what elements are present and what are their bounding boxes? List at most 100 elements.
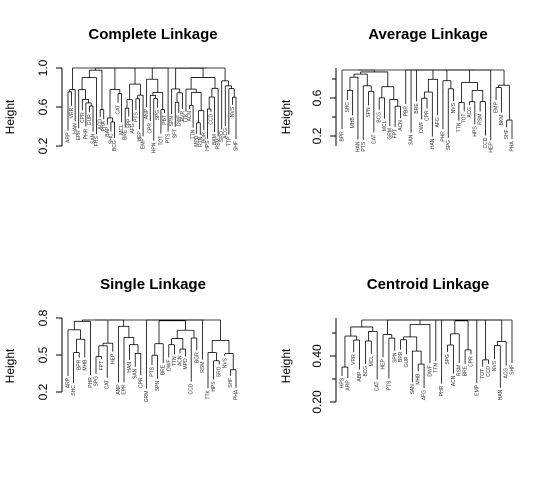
leaf-label: SPN <box>366 107 372 118</box>
leaf-label: CCD <box>486 366 492 377</box>
leaf-label: TTN <box>191 129 197 139</box>
leaf-label: HPS <box>211 381 217 392</box>
leaf-label: ARP <box>345 380 351 391</box>
y-axis-label: Height <box>3 348 17 383</box>
leaf-label: SHF <box>504 129 510 139</box>
leaf-label: PTS <box>386 380 392 390</box>
leaf-label: SHF <box>510 365 516 375</box>
leaf-label: NVS <box>451 102 457 113</box>
leaf-label: FPT <box>99 361 105 370</box>
leaf-label: ACN <box>451 375 457 386</box>
leaf-label: TTN <box>433 363 439 373</box>
leaf-label: DWF <box>176 115 182 126</box>
leaf-label: ABP <box>357 371 363 382</box>
leaf-label: SPG <box>155 110 161 121</box>
leaf-label: NVS <box>492 360 498 371</box>
leaf-label: RSM <box>478 114 484 125</box>
leaf-label: SPG <box>94 376 100 387</box>
leaf-label: ACG <box>467 107 473 118</box>
y-axis-label: Height <box>279 348 293 383</box>
y-tick-label: 0.2 <box>36 137 50 154</box>
leaf-label: ANP <box>116 384 122 395</box>
leaf-label: CAT <box>116 105 122 115</box>
leaf-label: RSM <box>216 138 222 149</box>
leaf-label: CCD <box>208 114 214 125</box>
leaf-label: PHA <box>234 389 240 400</box>
y-tick-label: 0.8 <box>36 309 50 326</box>
leaf-label: MHB <box>416 373 422 385</box>
leaf-label: TOT <box>480 369 486 379</box>
leaf-label: HAN <box>355 141 361 152</box>
leaf-label: SPG <box>445 354 451 365</box>
leaf-label: ACG <box>223 128 229 139</box>
leaf-label: HAN <box>430 138 436 149</box>
leaf-label: TTK <box>206 389 212 399</box>
leaf-label: MHB <box>350 117 356 129</box>
leaf-label: PHA <box>101 120 107 131</box>
leaf-label: BPR <box>398 351 404 362</box>
leaf-label: HPS <box>472 126 478 137</box>
y-tick-label: 0.40 <box>310 344 324 368</box>
leaf-label: SHC <box>71 385 77 396</box>
panel-title: Single Linkage <box>100 276 206 293</box>
leaf-label: SRO <box>217 366 223 377</box>
leaf-label: RTN <box>198 136 204 147</box>
y-tick-label: 1.0 <box>36 59 50 76</box>
leaf-label: CPR <box>148 123 154 134</box>
leaf-label: SHF <box>228 378 234 388</box>
leaf-label: EMP <box>494 102 500 114</box>
leaf-label: DWF <box>166 359 172 370</box>
leaf-label: SAN <box>133 368 139 379</box>
leaf-label: BPR <box>77 359 83 370</box>
leaf-label: PHR <box>440 131 446 142</box>
leaf-label: PHR <box>439 385 445 396</box>
leaf-label: GRM <box>144 391 150 403</box>
leaf-label: MCL <box>382 120 388 131</box>
leaf-label: SHC <box>345 102 351 113</box>
leaf-label: PTS <box>150 366 156 376</box>
leaf-label: PHR <box>88 377 94 388</box>
leaf-label: CPR <box>138 377 144 388</box>
leaf-label: BPR <box>340 131 346 142</box>
leaf-label: BRE <box>161 364 167 375</box>
leaf-label: EMP <box>474 384 480 396</box>
leaf-label: MCL <box>369 356 375 367</box>
panel-title: Centroid Linkage <box>367 276 490 293</box>
leaf-label: AFG <box>130 123 136 133</box>
leaf-label: EPR <box>122 384 128 395</box>
leaf-label: VRR <box>351 354 357 365</box>
y-tick-label: 0.5 <box>36 346 50 363</box>
leaf-label: PBR <box>403 106 409 117</box>
leaf-label: ARP <box>66 132 72 143</box>
leaf-label: SPP <box>126 118 132 129</box>
leaf-label: SPG <box>446 140 452 151</box>
leaf-label: NVS <box>222 357 228 368</box>
leaf-label: CPR <box>80 112 86 123</box>
leaf-label: CPR <box>425 110 431 121</box>
leaf-label: SRO <box>219 131 225 142</box>
leaf-label: BGR <box>201 132 207 143</box>
leaf-label: HAN <box>73 123 79 134</box>
leaf-label: PHA <box>510 141 516 152</box>
y-axis-label: Height <box>3 99 17 134</box>
panel-average-linkage: Average Linkage Height 0.2 0.6 BPR SHC MHB… <box>279 26 516 153</box>
leaf-label: SAN <box>409 134 415 145</box>
leaf-label: PBT <box>162 115 168 125</box>
leaf-label: ACN <box>178 355 184 366</box>
panel-title: Average Linkage <box>368 26 488 43</box>
leaf-label: BAP <box>105 126 111 137</box>
leaf-label: HEP <box>110 353 116 364</box>
dendrogram-tree: ARPVRRHANEPRCPRPHRGURSANFHSACDPHABAPSHCB… <box>66 67 240 153</box>
leaf-label: FPT <box>393 129 399 138</box>
leaf-label: CAT <box>105 380 111 390</box>
leaf-label: SHC <box>108 133 114 144</box>
leaf-label: ANP <box>144 108 150 119</box>
leaf-label: DWF <box>427 365 433 376</box>
leaf-label: HEP <box>137 131 143 142</box>
leaf-label: HAN <box>127 362 133 373</box>
leaf-label: GRM <box>387 128 393 140</box>
leaf-label: ACN <box>187 111 193 122</box>
panel-title: Complete Linkage <box>88 26 217 43</box>
leaf-label: EPR <box>76 130 82 141</box>
